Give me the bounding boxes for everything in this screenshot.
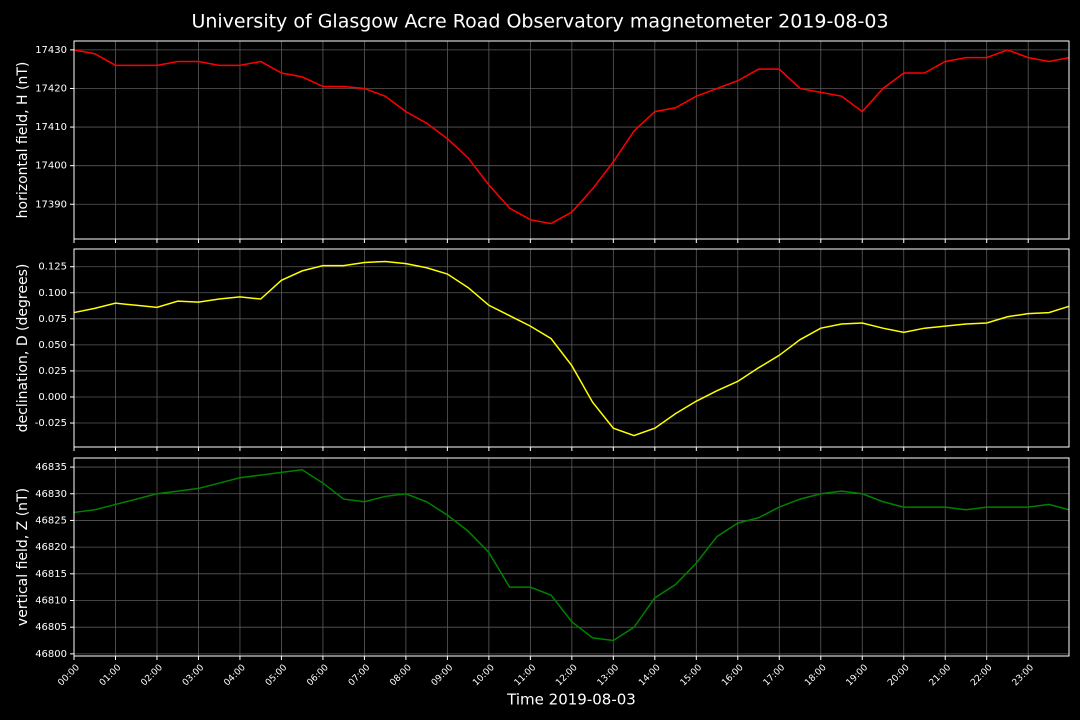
y-tick-label: 0.125 bbox=[38, 262, 67, 273]
y-tick-label: 46830 bbox=[35, 489, 67, 500]
y-tick-label: 46835 bbox=[35, 462, 67, 473]
data-line bbox=[73, 468, 1070, 642]
x-axis-label: Time 2019-08-03 bbox=[506, 691, 636, 709]
y-tick-label: 0.000 bbox=[38, 392, 67, 403]
y-axis-label: horizontal field, H (nT) bbox=[15, 62, 31, 219]
y-tick-label: 17400 bbox=[35, 161, 67, 172]
y-tick-label: 46805 bbox=[35, 622, 67, 633]
y-tick-label: -0.025 bbox=[35, 418, 67, 429]
y-tick-label: 46815 bbox=[35, 569, 67, 580]
y-tick-label: 17420 bbox=[35, 83, 67, 94]
y-tick-label: 17390 bbox=[35, 199, 67, 210]
y-tick-label: 0.050 bbox=[38, 340, 67, 351]
y-tick-label: 46810 bbox=[35, 595, 67, 606]
data-line bbox=[73, 49, 1070, 225]
plot-frame bbox=[73, 248, 1070, 448]
y-tick-label: 46825 bbox=[35, 515, 67, 526]
y-tick-label: 46800 bbox=[35, 649, 67, 660]
y-tick-label: 0.025 bbox=[38, 366, 67, 377]
y-tick-label: 46820 bbox=[35, 542, 67, 553]
plot-frame bbox=[73, 457, 1070, 657]
y-tick-label: 0.075 bbox=[38, 314, 67, 325]
y-axis-label: declination, D (degrees) bbox=[15, 264, 31, 433]
data-line bbox=[73, 260, 1070, 437]
y-tick-label: 0.100 bbox=[38, 288, 67, 299]
y-tick-label: 17430 bbox=[35, 45, 67, 56]
y-tick-label: 17410 bbox=[35, 122, 67, 133]
plot-frame bbox=[73, 40, 1070, 240]
figure-title: University of Glasgow Acre Road Observat… bbox=[191, 11, 888, 33]
y-axis-label: vertical field, Z (nT) bbox=[15, 488, 31, 626]
